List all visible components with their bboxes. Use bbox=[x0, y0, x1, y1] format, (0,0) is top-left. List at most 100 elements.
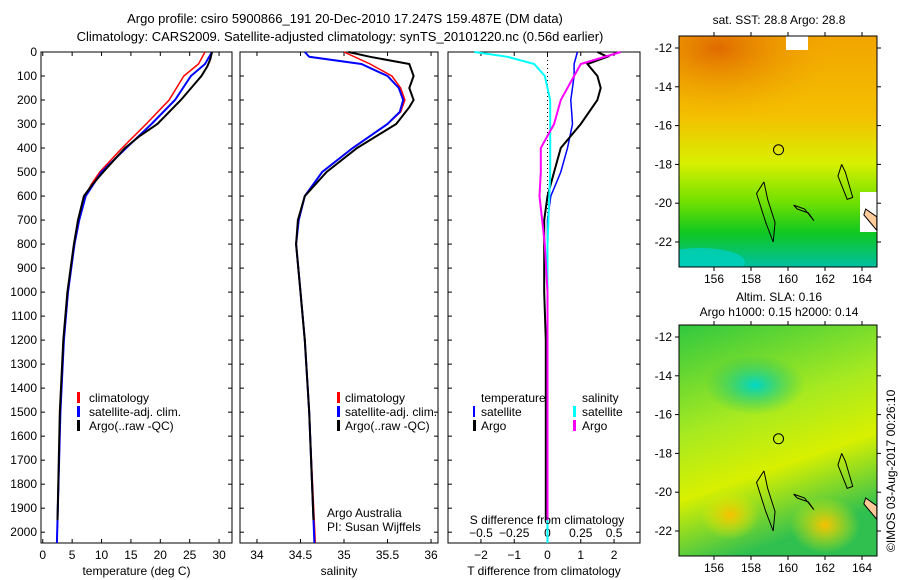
sla-map-axes: 156 158 160 162 164 -12 -14 -16 -18 -20 -22 bbox=[655, 321, 881, 575]
legend-label: Argo bbox=[481, 419, 507, 433]
y-tick-label: 1900 bbox=[10, 501, 37, 515]
sst-map bbox=[679, 36, 877, 267]
map-frame bbox=[678, 324, 878, 557]
legend-swatch-s-satellite bbox=[573, 406, 576, 417]
x-tick-label: 0 bbox=[544, 548, 551, 562]
sla-high-patch bbox=[700, 490, 760, 540]
s-tick-label: −0.5 bbox=[469, 526, 493, 540]
series-line-satellite-adj-clim bbox=[55, 51, 213, 544]
s-tick-label: −0.25 bbox=[499, 526, 530, 540]
y-tick-label: 1100 bbox=[11, 309, 37, 323]
x-axis-label: temperature (deg C) bbox=[82, 564, 190, 578]
argo-position-marker bbox=[773, 144, 785, 156]
legend-label: climatology bbox=[345, 391, 405, 405]
legend-swatch-t-satellite bbox=[473, 406, 475, 417]
x-axis-label: salinity bbox=[321, 564, 358, 578]
x-tick-label: 2 bbox=[611, 548, 618, 562]
y-tick-label: 900 bbox=[17, 261, 37, 275]
series-line-climatology bbox=[56, 51, 206, 544]
map-frame bbox=[678, 35, 878, 268]
x-tick-label: 30 bbox=[212, 548, 226, 562]
legend-swatch-satellite bbox=[77, 406, 80, 417]
x-tick-label: 15 bbox=[124, 548, 138, 562]
lat-tick-label: -16 bbox=[655, 408, 673, 422]
s-tick-label: 0.5 bbox=[606, 526, 623, 540]
y-tick-label: 500 bbox=[17, 165, 37, 179]
lon-tick-label: 164 bbox=[852, 561, 872, 575]
coastline bbox=[837, 164, 854, 200]
y-tick-label: 400 bbox=[17, 141, 37, 155]
y-tick-label: 1000 bbox=[10, 285, 37, 299]
x-tick-label: 0 bbox=[39, 548, 46, 562]
x-tick-label: 35.5 bbox=[376, 548, 400, 562]
lat-tick-label: -16 bbox=[655, 119, 673, 133]
legend-label: climatology bbox=[89, 391, 149, 405]
legend-label: Argo(..raw -QC) bbox=[89, 419, 174, 433]
sla-high-patch bbox=[790, 497, 860, 553]
s-axis-title: S difference from climatology bbox=[470, 513, 625, 527]
y-tick-label: 1600 bbox=[10, 429, 37, 443]
lat-tick-label: -12 bbox=[655, 41, 673, 55]
plot-frame bbox=[447, 51, 641, 544]
lat-tick-label: -14 bbox=[655, 369, 673, 383]
legend-swatch-argo bbox=[77, 420, 80, 431]
lon-tick-label: 156 bbox=[704, 561, 724, 575]
figure-title-line1: Argo profile: csiro 5900866_191 20-Dec-2… bbox=[127, 11, 563, 26]
y-tick-label: 0 bbox=[30, 45, 37, 59]
sst-cool-patch bbox=[679, 248, 745, 267]
lon-tick-label: 164 bbox=[852, 272, 872, 286]
legend-title-salinity: salinity bbox=[582, 391, 619, 405]
lat-tick-label: -18 bbox=[655, 446, 673, 460]
y-tick-label: 1300 bbox=[10, 357, 37, 371]
lon-tick-label: 156 bbox=[704, 272, 724, 286]
sst-warm-patch bbox=[679, 36, 877, 156]
difference-panel: −2−1012−0.5−0.2500.250.5T difference fro… bbox=[447, 51, 641, 578]
y-tick-label: 1200 bbox=[10, 333, 37, 347]
lon-tick-label: 160 bbox=[778, 561, 798, 575]
sla-map-title2: Argo h1000: 0.15 h2000: 0.14 bbox=[700, 305, 859, 319]
legend-label: satellite-adj. clim. bbox=[345, 405, 437, 419]
difference-legend: temperature salinity satellite Argo sate… bbox=[473, 391, 623, 433]
sst-map-axes: 156 158 160 162 164 -12 -14 -16 -18 -20 -22 bbox=[655, 32, 881, 286]
legend-swatch-s-argo bbox=[573, 420, 576, 431]
sla-low-patch bbox=[705, 355, 805, 415]
lon-tick-label: 162 bbox=[815, 561, 835, 575]
lat-tick-label: -20 bbox=[655, 196, 673, 210]
legend-swatch-climatology bbox=[337, 392, 340, 403]
y-tick-label: 2000 bbox=[10, 525, 37, 539]
legend-label: Argo bbox=[582, 419, 608, 433]
coastline bbox=[756, 470, 776, 532]
y-tick-label: 1500 bbox=[10, 405, 37, 419]
series-line-argo-raw-qc bbox=[56, 51, 213, 521]
lat-tick-label: -12 bbox=[655, 330, 673, 344]
salinity-legend: climatology satellite-adj. clim. Argo(..… bbox=[337, 391, 437, 433]
x-tick-label: 36 bbox=[424, 548, 438, 562]
lon-tick-label: 158 bbox=[741, 561, 761, 575]
series-line-argo-raw-qc bbox=[295, 51, 415, 521]
x-tick-label: 20 bbox=[154, 548, 168, 562]
y-tick-label: 800 bbox=[17, 237, 37, 251]
lat-tick-label: -20 bbox=[655, 485, 673, 499]
y-tick-label: 1800 bbox=[10, 477, 37, 491]
lon-tick-label: 158 bbox=[741, 272, 761, 286]
s-tick-label: 0.25 bbox=[569, 526, 593, 540]
y-tick-label: 700 bbox=[17, 213, 37, 227]
lat-tick-label: -22 bbox=[655, 524, 673, 538]
argo-position-marker bbox=[773, 433, 785, 445]
copyright: ©IMOS 03-Aug-2017 00:26:10 bbox=[884, 389, 898, 552]
y-tick-label: 200 bbox=[17, 93, 37, 107]
series-line-salinity-satellite bbox=[474, 51, 552, 543]
lat-tick-label: -22 bbox=[655, 235, 673, 249]
legend-label: satellite bbox=[582, 405, 623, 419]
y-tick-label: 1700 bbox=[10, 453, 37, 467]
lat-tick-label: -14 bbox=[655, 80, 673, 94]
y-tick-label: 600 bbox=[17, 189, 37, 203]
y-tick-label: 300 bbox=[17, 117, 37, 131]
legend-label: Argo(..raw -QC) bbox=[345, 419, 430, 433]
salinity-panel: 34 34.5 35 35.5 36 salinity bbox=[239, 51, 439, 578]
credit-line2: PI: Susan Wijffels bbox=[327, 520, 421, 534]
series-line-temperature-argo bbox=[543, 51, 610, 521]
temperature-panel: 0100200300400500600700800900100011001200… bbox=[10, 45, 233, 578]
